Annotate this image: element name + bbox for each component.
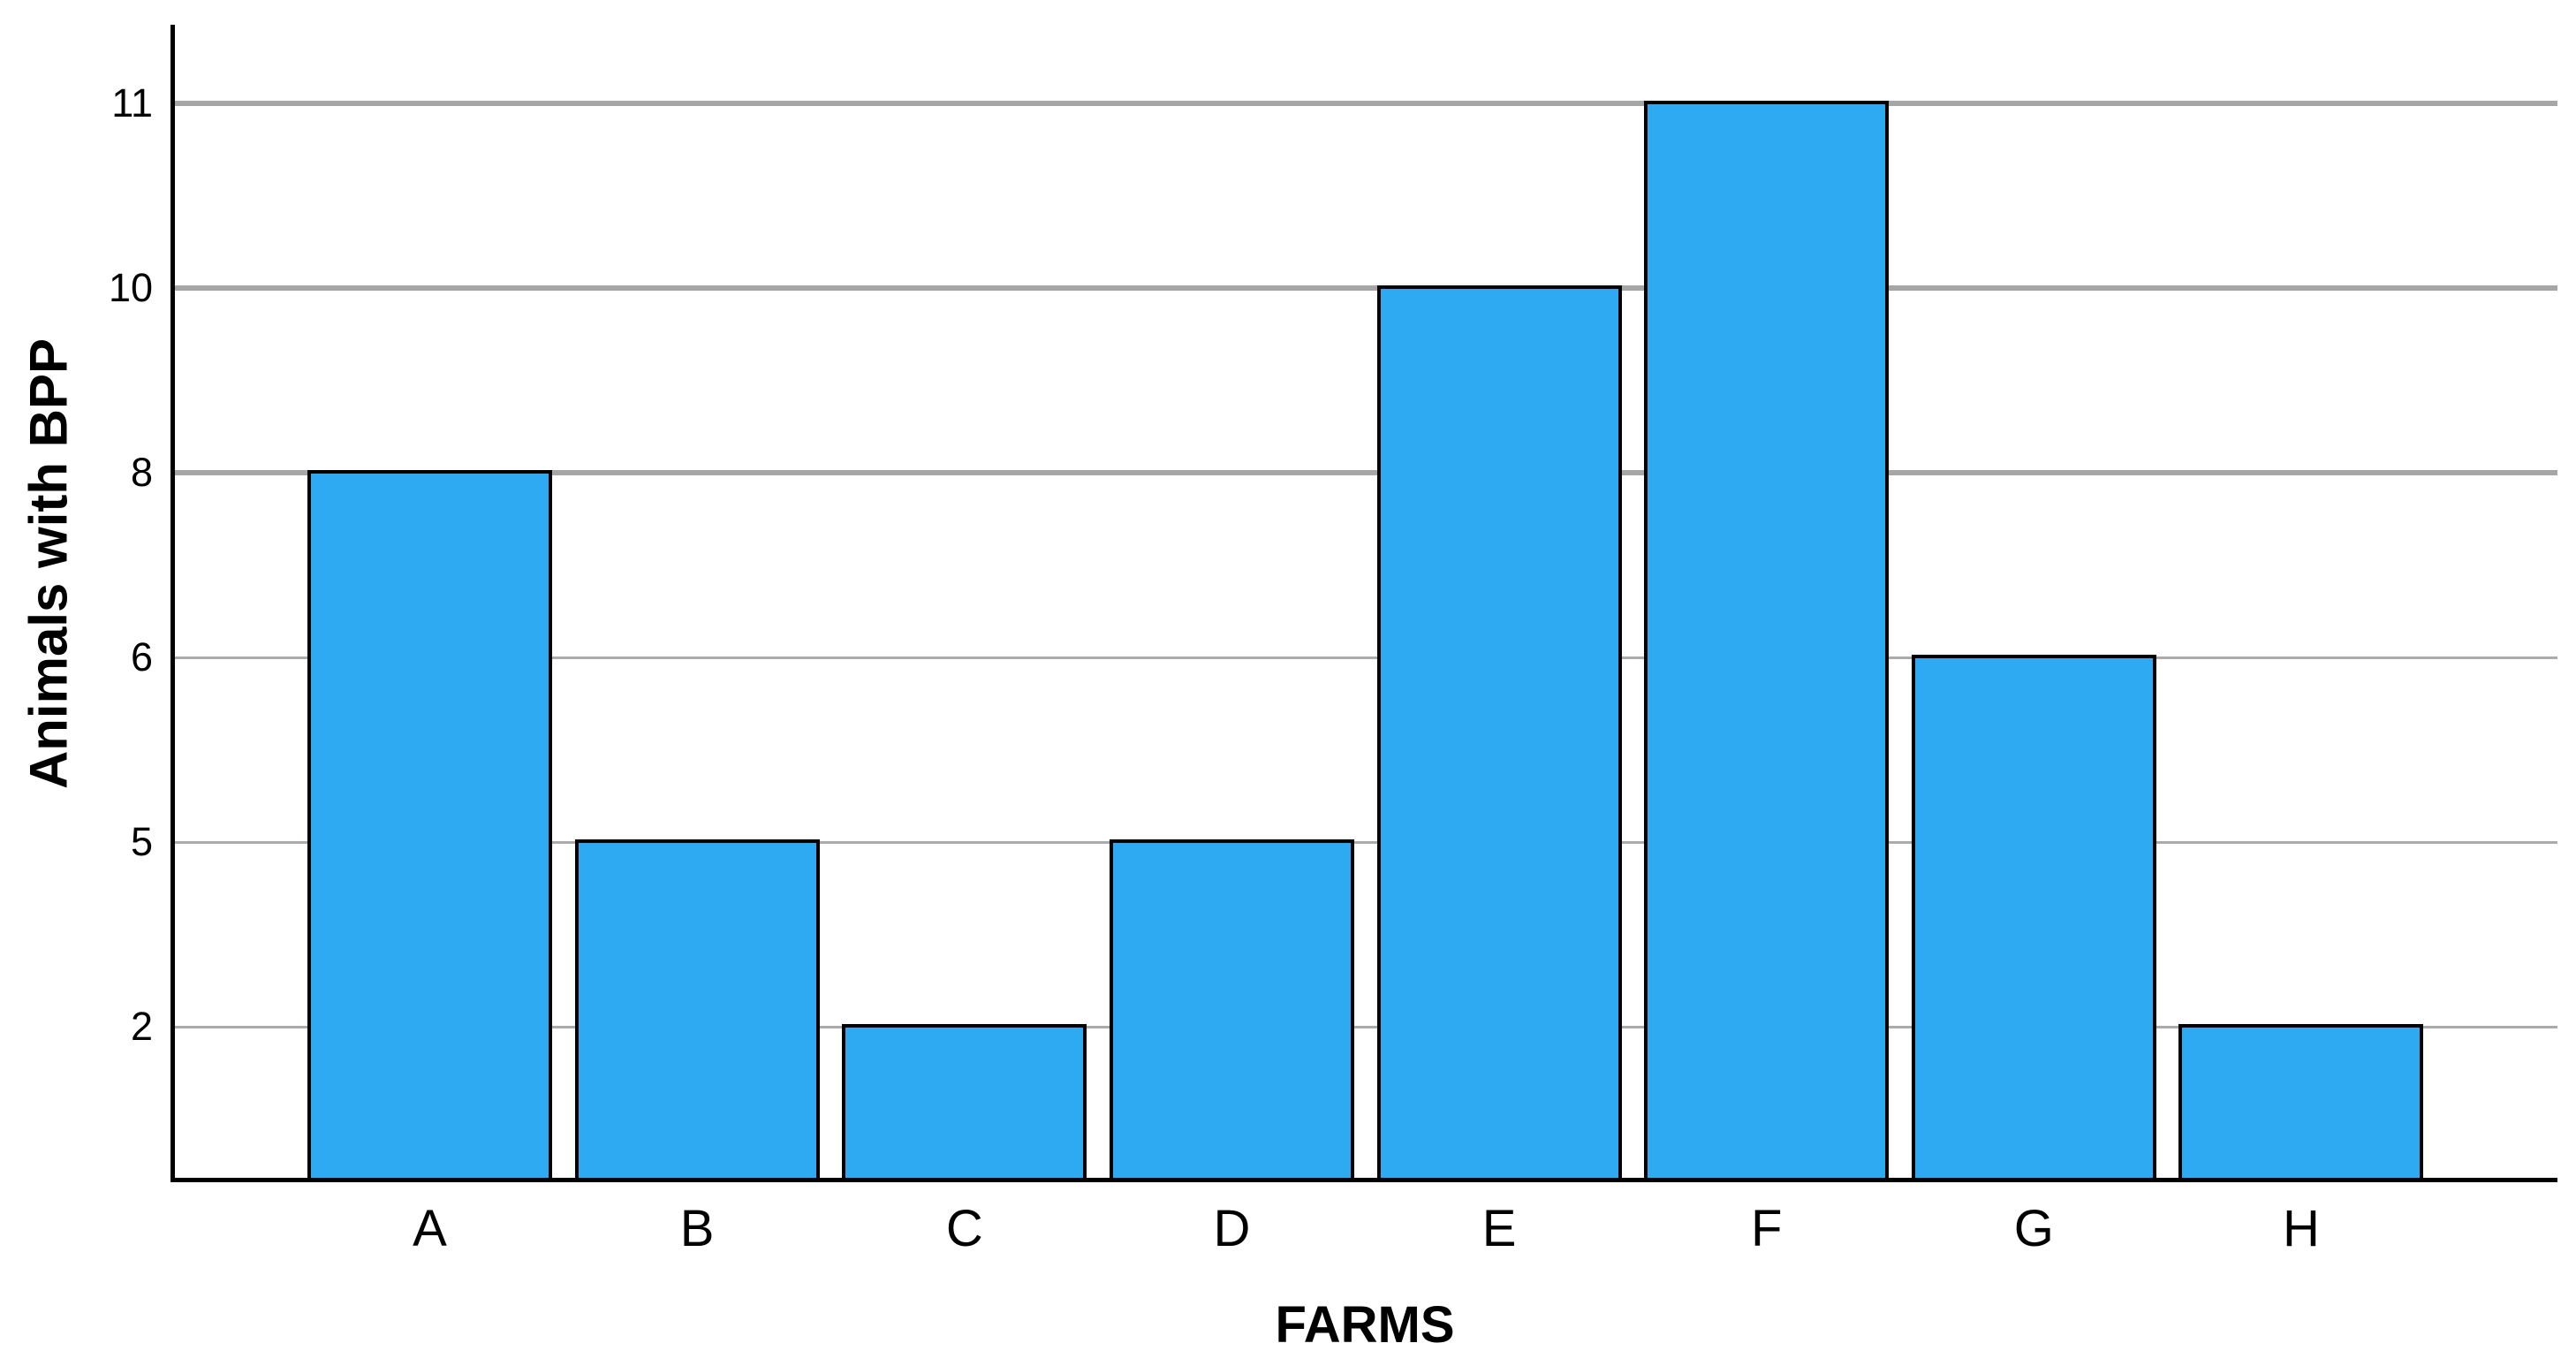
y-axis-line (170, 25, 175, 1182)
x-tick-label-F: F (1750, 1200, 1783, 1257)
y-tick-label-8: 8 (130, 450, 153, 495)
bar-G (1911, 655, 2156, 1182)
gridline-2 (175, 1025, 2557, 1028)
x-axis-title: FARMS (1275, 1296, 1455, 1354)
x-tick-label-D: D (1213, 1200, 1251, 1257)
gridline-8 (175, 470, 2557, 475)
x-axis-line (170, 1178, 2557, 1182)
bar-A (307, 470, 552, 1182)
bar-D (1109, 839, 1354, 1182)
x-tick-label-C: C (945, 1200, 983, 1257)
y-tick-label-10: 10 (108, 265, 153, 310)
x-tick-label-H: H (2283, 1200, 2320, 1257)
gridline-5 (175, 840, 2557, 844)
bar-B (574, 839, 820, 1182)
y-tick-label-11: 11 (111, 80, 153, 125)
bar-F (1644, 101, 1890, 1182)
bar-H (2178, 1024, 2424, 1182)
y-tick-label-6: 6 (130, 634, 153, 679)
x-tick-label-E: E (1481, 1200, 1517, 1257)
x-tick-label-G: G (2013, 1200, 2054, 1257)
y-axis-title: Animals with BPP (19, 338, 79, 790)
x-tick-label-B: B (679, 1200, 715, 1257)
x-tick-label-A: A (413, 1200, 447, 1257)
bar-C (842, 1024, 1087, 1182)
gridline-6 (175, 656, 2557, 659)
y-tick-label-2: 2 (130, 1004, 153, 1049)
gridline-11 (175, 101, 2557, 106)
gridline-10 (175, 285, 2557, 291)
y-tick-label-5: 5 (130, 819, 153, 864)
bar-E (1376, 285, 1622, 1182)
